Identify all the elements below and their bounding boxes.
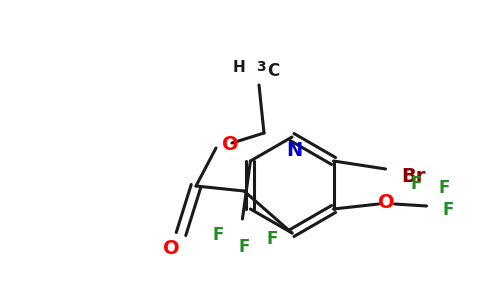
Text: O: O — [222, 134, 238, 154]
Text: H: H — [233, 59, 245, 74]
Text: Br: Br — [401, 167, 426, 187]
Text: F: F — [443, 201, 454, 219]
Text: 3: 3 — [256, 60, 266, 74]
Text: F: F — [439, 179, 450, 197]
Text: F: F — [411, 175, 422, 193]
Text: F: F — [239, 238, 250, 256]
Text: O: O — [378, 193, 395, 211]
Text: N: N — [286, 142, 302, 160]
Text: C: C — [267, 62, 279, 80]
Text: F: F — [267, 230, 278, 248]
Text: F: F — [213, 226, 224, 244]
Text: O: O — [163, 238, 179, 257]
